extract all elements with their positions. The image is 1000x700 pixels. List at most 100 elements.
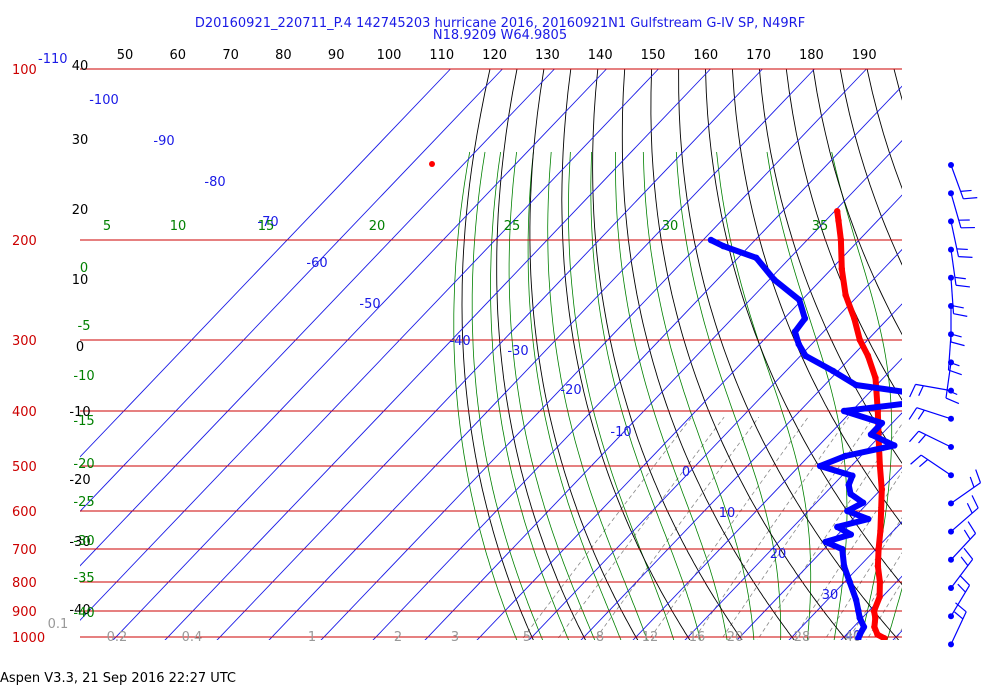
pressure-tick-label: 700 bbox=[12, 543, 37, 558]
mixing-ratio-line bbox=[756, 423, 902, 640]
isotherm-line bbox=[988, 69, 1000, 649]
temperature-point bbox=[877, 527, 884, 534]
dewpoint-point bbox=[845, 481, 852, 489]
mixing-ratio-tick-label: 20 bbox=[727, 630, 744, 645]
temperature-point bbox=[870, 607, 878, 615]
isotherm-line bbox=[216, 68, 763, 640]
dewpoint-point bbox=[847, 490, 854, 498]
mixing-ratio-line bbox=[824, 517, 902, 640]
moist-adiabat-line bbox=[547, 151, 648, 640]
mixing-ratio-tick-label: 28 bbox=[794, 630, 811, 645]
dewpoint-point bbox=[838, 545, 846, 553]
dry-adiabat-tick-label: 0 bbox=[76, 340, 84, 355]
dewpoint-point bbox=[791, 328, 799, 335]
mixing-ratio-line bbox=[895, 628, 902, 640]
temperature-point bbox=[835, 217, 842, 224]
moist-adiabats bbox=[453, 151, 1000, 649]
temperature-point bbox=[872, 614, 879, 622]
dewpoint-point bbox=[878, 419, 886, 427]
temperature-point bbox=[833, 208, 841, 215]
mixing-ratio-line bbox=[556, 416, 725, 640]
moist-adiabat-line bbox=[937, 152, 1000, 649]
corner-tick-label: -110 bbox=[38, 52, 68, 67]
top-axis-tick-label: 70 bbox=[222, 48, 239, 63]
temperature-point bbox=[876, 593, 883, 601]
isotherm-tick-label: -30 bbox=[507, 344, 528, 359]
isotherm-tick-label: 0 bbox=[682, 465, 690, 480]
pressure-tick-label: 1000 bbox=[12, 631, 45, 646]
dry-adiabat-tick-label: 10 bbox=[72, 273, 89, 288]
temperature-point bbox=[851, 315, 858, 322]
top-axis-tick-label: 120 bbox=[482, 48, 507, 63]
moist-adiabat-tick-label: 20 bbox=[369, 219, 386, 234]
mixing-ratio-line bbox=[594, 416, 760, 640]
wind-barb bbox=[945, 359, 960, 405]
dry-adiabat-line bbox=[705, 68, 902, 586]
mixing-ratio-tick-label: 2 bbox=[394, 630, 402, 645]
isotherm-line bbox=[684, 412, 902, 640]
temperature-point bbox=[837, 236, 845, 244]
isotherm-tick-label: -80 bbox=[204, 175, 225, 190]
moist-adiabat-line bbox=[568, 151, 675, 640]
wind-barb bbox=[909, 383, 954, 398]
dry-adiabat-line bbox=[975, 69, 1000, 649]
dewpoint-point bbox=[856, 631, 864, 638]
dewpoint-point bbox=[864, 515, 872, 523]
wind-barb bbox=[948, 574, 971, 620]
dry-adiabat-line bbox=[758, 68, 902, 464]
chart-subtitle: N18.9209 W64.9805 bbox=[432, 28, 568, 43]
mixing-ratio-tick-label: 1 bbox=[308, 630, 316, 645]
dewpoint-point bbox=[840, 407, 848, 415]
dry-adiabat-line bbox=[921, 69, 1000, 649]
temperature-point bbox=[864, 352, 872, 360]
isotherm-line bbox=[320, 68, 867, 640]
dewpoint-trace bbox=[707, 237, 902, 640]
dry-adiabat-tick-label: -10 bbox=[69, 405, 90, 420]
top-axis-tick-label: 90 bbox=[328, 48, 345, 63]
dry-adiabat-tick-label: 30 bbox=[72, 133, 89, 148]
isotherm-tick-label: -90 bbox=[153, 134, 174, 149]
dry-adiabat-line bbox=[731, 68, 902, 526]
top-axis-tick-label: 80 bbox=[275, 48, 292, 63]
mixing-ratio-line bbox=[922, 417, 1000, 649]
dewpoint-point bbox=[840, 562, 848, 570]
sounding-traces bbox=[429, 161, 902, 640]
pressure-tick-label: 500 bbox=[12, 460, 37, 475]
moist-adiabat-line bbox=[642, 151, 755, 640]
wind-barb bbox=[908, 407, 954, 422]
top-axis-tick-label: 180 bbox=[799, 48, 824, 63]
pressure-tick-label: 800 bbox=[12, 576, 37, 591]
mixing-ratio-tick-label: 0.4 bbox=[182, 630, 203, 645]
wind-barbs bbox=[908, 162, 982, 648]
dewpoint-point bbox=[867, 431, 875, 438]
isotherm-tick-label: -10 bbox=[610, 425, 631, 440]
dewpoint-point bbox=[829, 367, 837, 375]
dry-adiabat-line bbox=[461, 68, 534, 640]
moist-adiabat-left-label: -35 bbox=[73, 571, 94, 586]
top-axis-tick-label: 170 bbox=[746, 48, 771, 63]
temperature-point bbox=[874, 562, 882, 570]
temperature-point bbox=[877, 507, 885, 515]
top-axis-tick-label: 150 bbox=[641, 48, 666, 63]
dewpoint-point bbox=[753, 254, 760, 262]
dewpoint-point bbox=[834, 523, 841, 531]
dewpoint-point bbox=[842, 452, 849, 460]
pressure-tick-label: 600 bbox=[12, 505, 37, 520]
dry-adiabat-line bbox=[893, 68, 902, 101]
mixing-ratio-tick-label: 12 bbox=[642, 630, 659, 645]
isotherm-line bbox=[80, 68, 503, 512]
mixing-ratio-lines bbox=[521, 416, 1000, 649]
top-axis-tick-label: 60 bbox=[170, 48, 187, 63]
moist-adiabat-line bbox=[766, 151, 848, 640]
mixing-ratio-line bbox=[692, 416, 850, 640]
mixing-ratio-line bbox=[521, 416, 693, 640]
pressure-tick-label: 400 bbox=[12, 405, 37, 420]
wind-barb bbox=[948, 495, 979, 535]
temperature-point bbox=[878, 486, 886, 493]
moist-adiabat-tick-label: 30 bbox=[662, 219, 679, 234]
dry-adiabat-tick-label: -40 bbox=[69, 603, 90, 618]
isotherm-tick-label: -40 bbox=[449, 334, 470, 349]
top-axis-tick-label: 160 bbox=[693, 48, 718, 63]
pressure-tick-label: 200 bbox=[12, 234, 37, 249]
isotherm-tick-label: -20 bbox=[560, 383, 581, 398]
